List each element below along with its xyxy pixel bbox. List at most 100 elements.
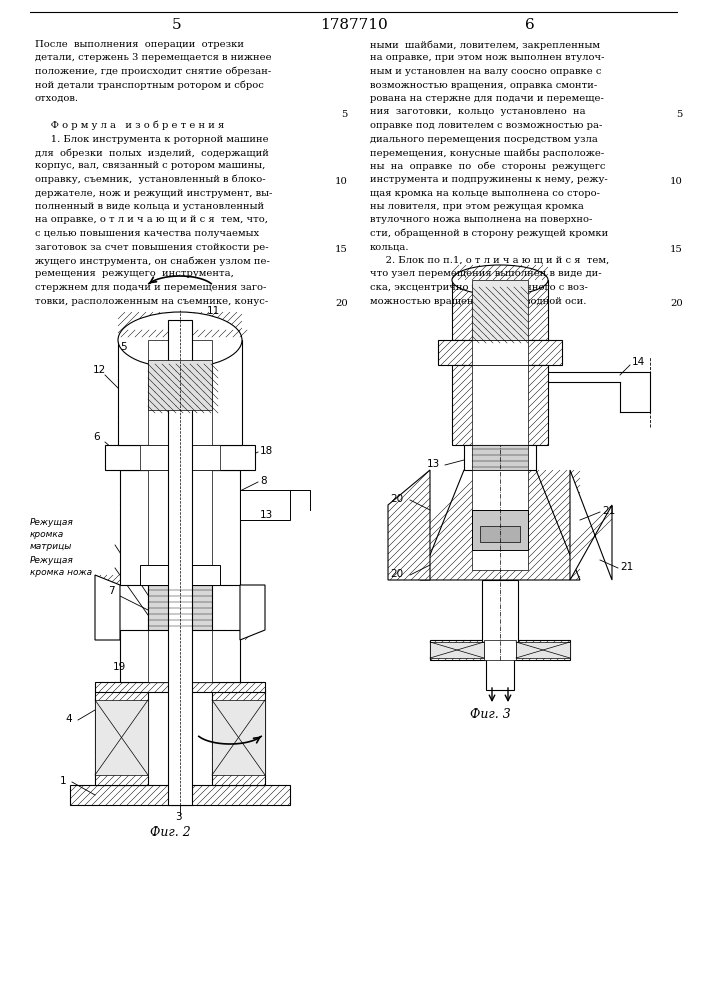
Text: оправку, съемник,  установленный в блоко-: оправку, съемник, установленный в блоко- [35,175,266,184]
Bar [472,365,528,445]
Text: ным и установлен на валу соосно оправке с: ным и установлен на валу соосно оправке … [370,67,602,76]
Text: 1. Блок инструмента к роторной машине: 1. Блок инструмента к роторной машине [35,134,269,143]
Text: 7: 7 [108,586,115,596]
Bar [148,360,212,410]
Ellipse shape [118,312,242,368]
Text: ны ловителя, при этом режущая кромка: ны ловителя, при этом режущая кромка [370,202,584,211]
Text: жущего инструмента, он снабжен узлом пе-: жущего инструмента, он снабжен узлом пе- [35,256,270,265]
Bar [516,642,570,658]
Text: 14: 14 [632,357,645,367]
Bar [120,630,240,682]
Ellipse shape [452,265,548,295]
Bar [430,640,570,660]
Text: 13: 13 [427,459,440,469]
Text: кольца.: кольца. [370,242,409,251]
Text: 2. Блок по п.1, о т л и ч а ю щ и й с я  тем,: 2. Блок по п.1, о т л и ч а ю щ и й с я … [370,256,609,265]
Text: перемещения, конусные шайбы расположе-: перемещения, конусные шайбы расположе- [370,148,604,157]
Text: с целью повышения качества получаемых: с целью повышения качества получаемых [35,229,259,238]
Text: 21: 21 [620,562,633,572]
Bar [240,490,290,520]
Text: товки, расположенным на съемнике, конус-: товки, расположенным на съемнике, конус- [35,296,268,306]
Text: детали, стержень 3 перемещается в нижнее: детали, стержень 3 перемещается в нижнее [35,53,271,62]
Bar [212,690,265,785]
Bar [472,280,528,340]
Text: полненный в виде кольца и установленный: полненный в виде кольца и установленный [35,202,264,211]
Text: можностью вращения на приводной оси.: можностью вращения на приводной оси. [370,296,586,306]
Text: 19: 19 [113,662,127,672]
Text: 15: 15 [670,245,683,254]
Bar [472,340,528,365]
Bar [148,470,212,585]
Text: 1: 1 [60,776,66,786]
Text: 20: 20 [390,494,403,504]
Text: отходов.: отходов. [35,94,79,103]
Text: 15: 15 [335,245,348,254]
Text: Фиг. 2: Фиг. 2 [150,826,190,838]
Text: 20: 20 [670,299,683,308]
Polygon shape [570,470,612,580]
Text: 5: 5 [677,110,683,119]
Bar [472,445,528,470]
Text: корпус, вал, связанный с ротором машины,: корпус, вал, связанный с ротором машины, [35,161,265,170]
Bar [148,630,212,682]
Bar [168,320,192,805]
Text: Режущая: Режущая [30,556,74,565]
Bar [95,700,148,775]
Bar [148,585,212,630]
Bar [480,526,520,542]
Text: стержнем для подачи и перемещения заго-: стержнем для подачи и перемещения заго- [35,283,267,292]
Polygon shape [95,575,120,640]
Bar [95,690,148,785]
Bar [482,580,518,650]
Text: 6: 6 [525,18,535,32]
Text: держателе, нож и режущий инструмент, вы-: держателе, нож и режущий инструмент, вы- [35,188,272,198]
Text: 18: 18 [260,446,273,456]
Text: 1787710: 1787710 [320,18,388,32]
Text: Режущая: Режущая [30,518,74,527]
Text: инструмента и подпружинены к нему, режу-: инструмента и подпружинены к нему, режу- [370,175,608,184]
Text: втулочного ножа выполнена на поверхно-: втулочного ножа выполнена на поверхно- [370,216,592,225]
Text: ремещения  режущего  инструмента,: ремещения режущего инструмента, [35,269,234,278]
Text: сти, обращенной в сторону режущей кромки: сти, обращенной в сторону режущей кромки [370,229,608,238]
Text: щая кромка на кольце выполнена со сторо-: щая кромка на кольце выполнена со сторо- [370,188,600,198]
Text: 20: 20 [390,569,403,579]
Text: для  обрезки  полых  изделий,  содержащий: для обрезки полых изделий, содержащий [35,148,269,157]
Text: что узел перемещения выполнен в виде ди-: что узел перемещения выполнен в виде ди- [370,269,602,278]
Text: 10: 10 [670,177,683,186]
Bar [452,365,548,445]
Text: 10: 10 [335,177,348,186]
Text: на оправке, о т л и ч а ю щ и й с я  тем, что,: на оправке, о т л и ч а ю щ и й с я тем,… [35,216,268,225]
Text: положение, где происходит снятие обрезан-: положение, где происходит снятие обрезан… [35,67,271,77]
Text: 12: 12 [93,365,106,375]
Text: ной детали транспортным ротором и сброс: ной детали транспортным ротором и сброс [35,81,264,90]
Bar [120,470,240,585]
Text: 8: 8 [260,476,267,486]
Text: 20: 20 [335,299,348,308]
Text: кромка ножа: кромка ножа [30,568,92,577]
Text: 5: 5 [120,342,127,352]
Bar [70,785,290,805]
Text: После  выполнения  операции  отрезки: После выполнения операции отрезки [35,40,244,49]
Text: 3: 3 [175,812,182,822]
Bar [472,470,528,570]
Bar [148,340,212,445]
Polygon shape [240,585,265,640]
Text: матрицы: матрицы [30,542,72,551]
Text: 13: 13 [260,510,273,520]
Bar [464,445,536,470]
Text: 21: 21 [602,506,615,516]
Text: 6: 6 [93,432,100,442]
Text: ны  на  оправке  по  обе  стороны  режущегс: ны на оправке по обе стороны режущегс [370,161,605,171]
Text: Фиг. 3: Фиг. 3 [469,708,510,722]
Bar [438,340,562,365]
Text: 5: 5 [173,18,182,32]
Bar [105,445,255,470]
Bar [140,445,220,470]
Text: 4: 4 [65,714,71,724]
Bar [95,682,265,692]
Bar [212,700,265,775]
Text: на оправке, при этом нож выполнен втулоч-: на оправке, при этом нож выполнен втулоч… [370,53,604,62]
Bar [484,640,516,660]
Polygon shape [420,470,580,580]
Bar [472,510,528,550]
